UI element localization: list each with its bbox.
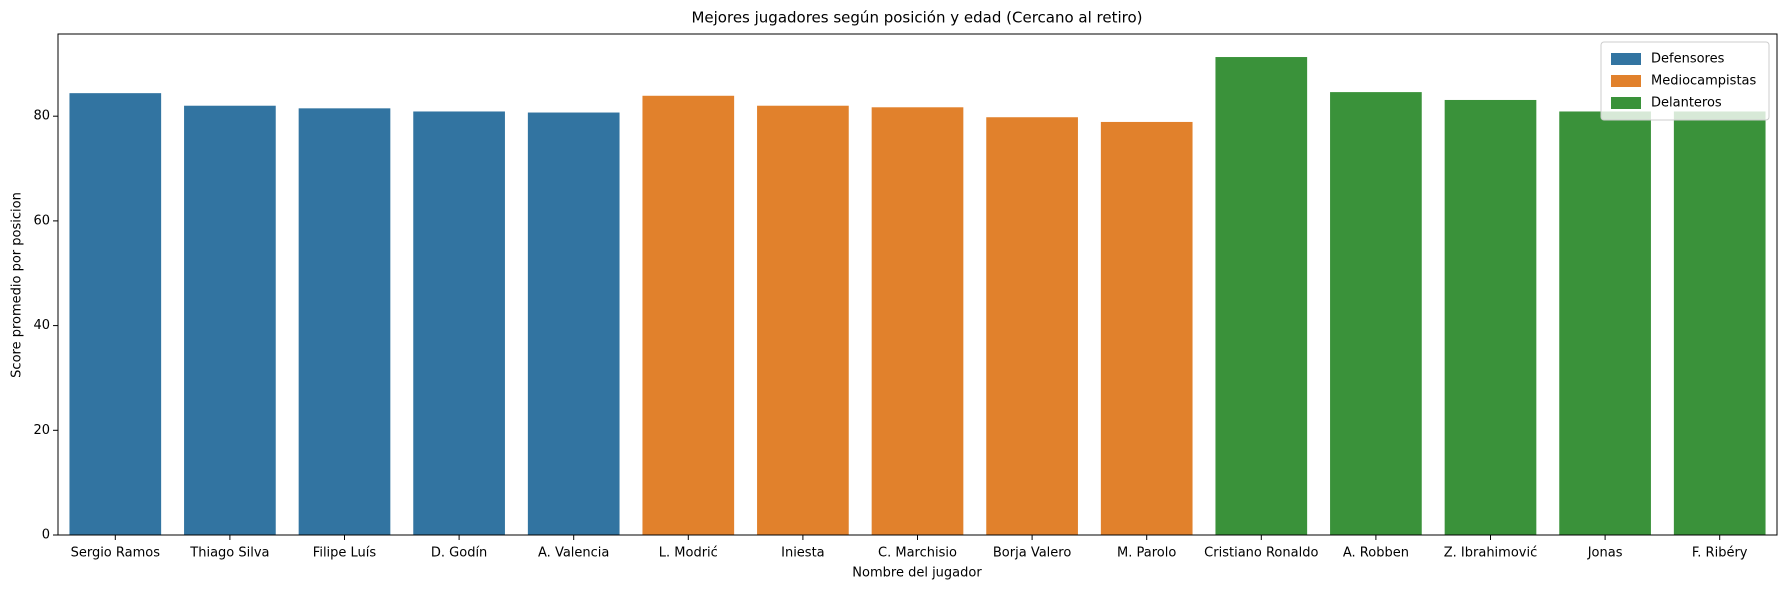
x-tick-label: Sergio Ramos: [71, 546, 161, 561]
x-tick-label: L. Modrić: [659, 546, 718, 561]
bar: [1559, 111, 1651, 536]
legend-label: Mediocampistas: [1651, 74, 1757, 89]
x-tick-label: D. Godín: [431, 546, 487, 561]
x-tick-label: F. Ribéry: [1692, 546, 1748, 561]
bar: [1100, 121, 1193, 536]
x-tick-label: M. Parolo: [1117, 546, 1176, 561]
legend-swatch: [1611, 75, 1641, 87]
bar: [871, 107, 964, 535]
bar: [1215, 57, 1308, 535]
legend-box: [1600, 41, 1770, 121]
chart-title: Mejores jugadores según posición y edad …: [691, 9, 1142, 27]
bar: [298, 108, 391, 535]
bar: [184, 105, 276, 535]
x-axis-label: Nombre del jugador: [852, 566, 982, 581]
x-tick-label: Jonas: [1587, 546, 1623, 561]
x-tick-label: A. Valencia: [538, 546, 609, 561]
bar: [642, 95, 735, 535]
legend-label: Defensores: [1651, 52, 1725, 67]
bar: [413, 111, 505, 536]
bar: [1330, 92, 1422, 536]
x-tick-label: Z. Ibrahimović: [1444, 546, 1538, 561]
x-tick-label: A. Robben: [1343, 546, 1409, 561]
x-tick-label: Iniesta: [781, 546, 825, 561]
x-tick-label: Cristiano Ronaldo: [1204, 546, 1318, 561]
legend-swatch: [1611, 97, 1641, 109]
bar: [69, 93, 162, 535]
y-tick-label: 40: [33, 318, 50, 333]
bar: [527, 112, 620, 536]
y-tick-label: 60: [33, 213, 50, 228]
y-tick-label: 80: [33, 109, 50, 124]
y-tick-label: 20: [33, 423, 50, 438]
bar: [986, 117, 1078, 535]
legend-label: Delanteros: [1651, 96, 1722, 111]
y-tick-label: 0: [42, 528, 50, 543]
x-tick-label: Filipe Luís: [313, 546, 377, 561]
bar: [1673, 111, 1766, 536]
legend-swatch: [1611, 53, 1641, 65]
x-tick-label: C. Marchisio: [878, 546, 957, 561]
bar: [757, 105, 849, 535]
x-tick-label: Thiago Silva: [189, 546, 269, 561]
bar: [1444, 99, 1537, 536]
plot-frame: [57, 33, 1778, 536]
y-axis-label: Score promedio por posicion: [10, 192, 25, 378]
x-tick-label: Borja Valero: [993, 546, 1071, 561]
